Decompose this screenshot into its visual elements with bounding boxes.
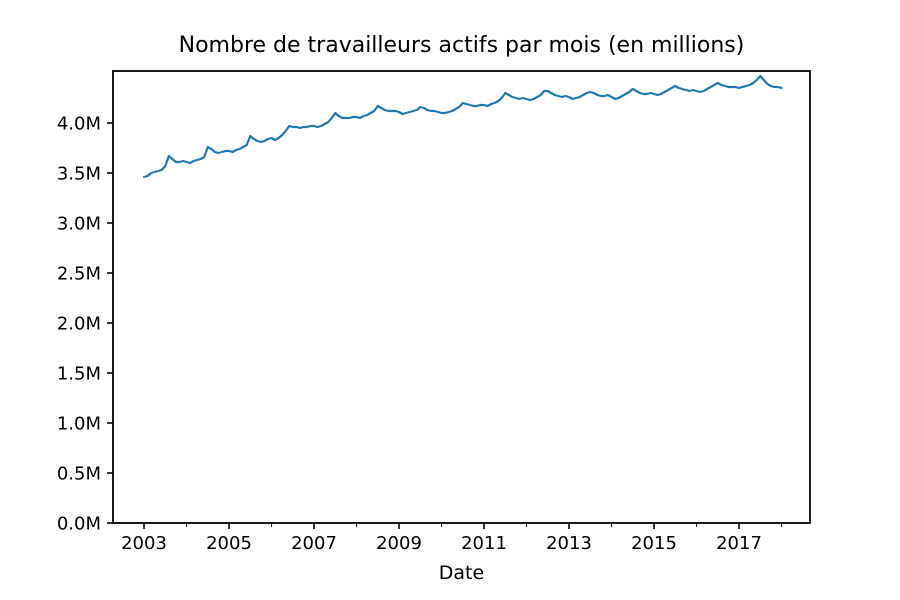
y-tick-label: 4.0M	[57, 114, 101, 135]
x-tick-label: 2009	[376, 533, 422, 554]
y-tick-label: 2.0M	[57, 314, 101, 335]
x-tick-label: 2007	[291, 533, 337, 554]
chart-title: Nombre de travailleurs actifs par mois (…	[178, 33, 745, 58]
y-tick-label: 3.5M	[57, 164, 101, 185]
y-tick-label: 1.0M	[57, 414, 101, 435]
y-tick-label: 1.5M	[57, 364, 101, 385]
x-tick-label: 2017	[716, 533, 762, 554]
y-tick-label: 3.0M	[57, 214, 101, 235]
x-tick-label: 2005	[206, 533, 252, 554]
x-tick-label: 2011	[461, 533, 507, 554]
data-line-travailleurs-actifs	[142, 74, 783, 179]
y-tick-label: 2.5M	[57, 264, 101, 285]
plot-border	[112, 70, 811, 524]
x-tick-label: 2003	[121, 533, 167, 554]
x-tick-label: 2015	[631, 533, 677, 554]
x-axis-label: Date	[438, 562, 485, 584]
x-tick-label: 2013	[546, 533, 592, 554]
y-tick-label: 0.5M	[57, 464, 101, 485]
y-tick-label: 0.0M	[57, 514, 101, 535]
